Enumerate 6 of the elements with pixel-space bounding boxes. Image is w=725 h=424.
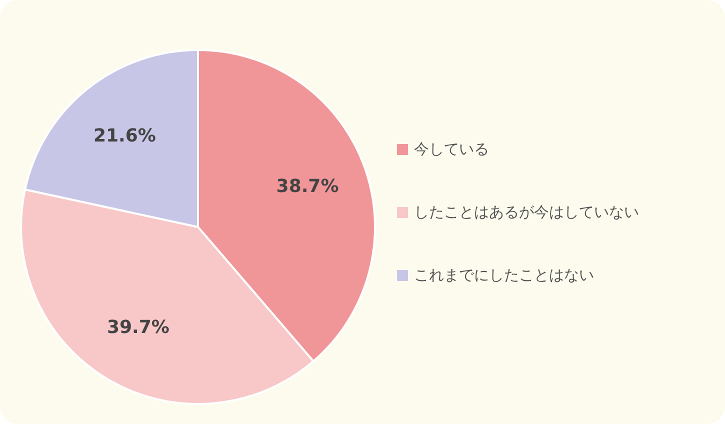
legend-label: したことはあるが今はしていない	[414, 202, 639, 222]
legend-label: これまでにしたことはない	[414, 266, 594, 284]
legend-label: 今している	[414, 140, 489, 158]
data-label: 39.7%	[106, 316, 170, 338]
data-label: 21.6%	[93, 126, 156, 147]
data-label: 38.7%	[276, 176, 339, 197]
